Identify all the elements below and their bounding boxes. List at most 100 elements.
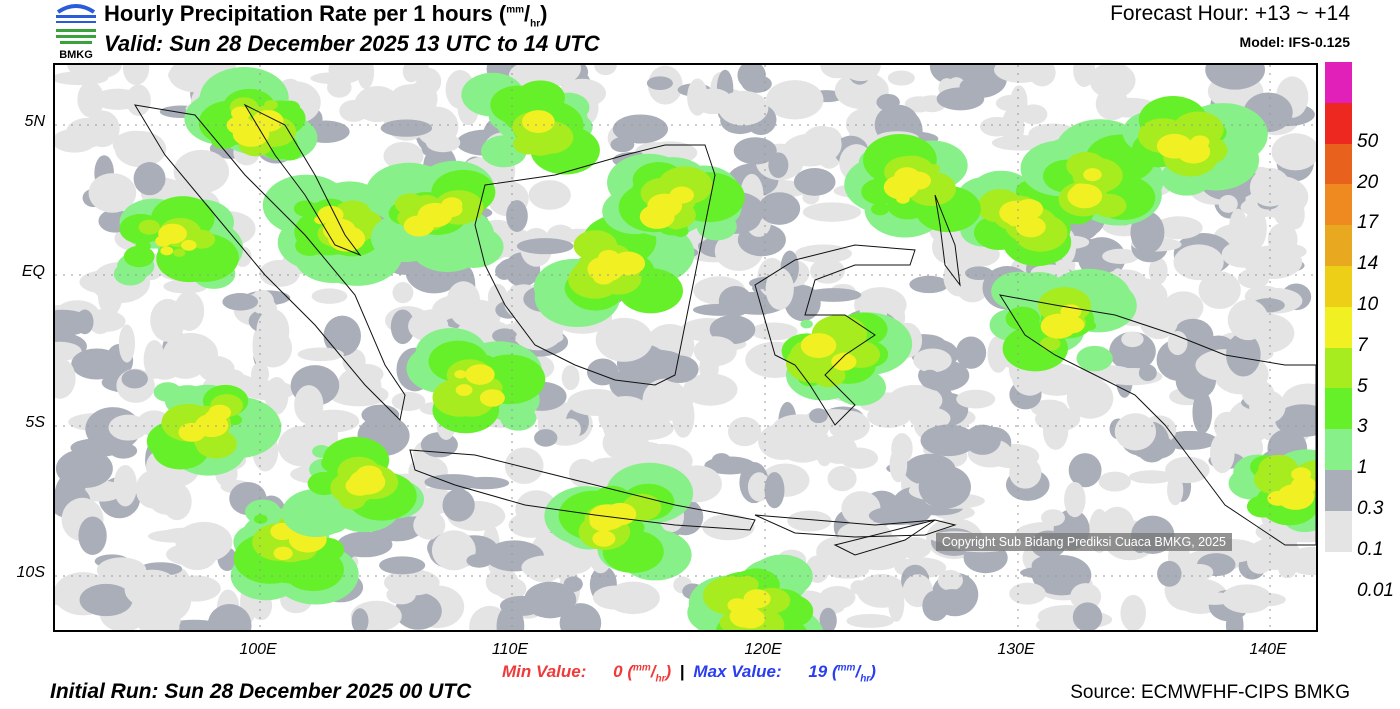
precip-cell bbox=[492, 328, 518, 344]
legend-swatch bbox=[1325, 388, 1352, 430]
precip-cell bbox=[348, 363, 384, 385]
precip-cell bbox=[819, 586, 856, 609]
precip-cell bbox=[295, 235, 325, 256]
bmkg-logo: BMKG bbox=[56, 4, 96, 60]
precip-cell bbox=[194, 413, 229, 438]
legend-swatch bbox=[1325, 62, 1352, 103]
precip-cell bbox=[150, 492, 186, 515]
precip-cell bbox=[937, 569, 963, 591]
precip-cell bbox=[743, 589, 771, 609]
precip-cell bbox=[787, 510, 832, 532]
precip-cell bbox=[314, 215, 327, 225]
precip-cell bbox=[1009, 457, 1042, 489]
coastlines bbox=[134, 103, 1316, 556]
precip-cell bbox=[390, 309, 415, 345]
precip-cell bbox=[506, 200, 528, 232]
precip-cell bbox=[913, 348, 952, 373]
legend-label: 20 bbox=[1357, 171, 1379, 193]
lon-label-130e: 130E bbox=[997, 641, 1035, 658]
legend-swatch bbox=[1325, 347, 1352, 389]
precip-cell bbox=[1019, 104, 1048, 125]
precip-cell bbox=[67, 65, 122, 80]
coast-nusa-tenggara bbox=[754, 514, 957, 538]
precip-cell bbox=[76, 309, 94, 335]
precip-cell bbox=[527, 116, 548, 131]
valid-time: Valid: Sun 28 December 2025 13 UTC to 14… bbox=[104, 31, 600, 56]
precip-cell bbox=[252, 110, 284, 132]
precip-cell bbox=[1226, 332, 1261, 377]
precip-cell bbox=[245, 499, 281, 525]
legend-label: 0.1 bbox=[1357, 538, 1384, 560]
precip-cell bbox=[909, 275, 949, 294]
precip-cell bbox=[384, 569, 440, 596]
precip-cell bbox=[764, 472, 785, 509]
precip-cell bbox=[883, 175, 919, 200]
precip-cell bbox=[133, 162, 166, 196]
precip-cell bbox=[425, 133, 461, 153]
precip-cell bbox=[727, 598, 748, 613]
precip-cell bbox=[311, 288, 348, 304]
precip-cell bbox=[162, 182, 184, 196]
precip-cell bbox=[163, 279, 208, 294]
precip-cell bbox=[1098, 471, 1131, 492]
precip-cell bbox=[800, 333, 837, 358]
coast-timor bbox=[833, 519, 936, 556]
precip-cell bbox=[113, 262, 147, 286]
precip-cell bbox=[1198, 271, 1241, 310]
legend-swatch bbox=[1325, 469, 1352, 511]
precip-cell bbox=[351, 608, 369, 630]
precip-cell bbox=[918, 465, 971, 509]
precip-cell bbox=[403, 215, 435, 237]
precip-cell bbox=[1068, 453, 1102, 488]
precip-cell bbox=[337, 531, 393, 558]
coast-java bbox=[409, 449, 756, 531]
precip-cell bbox=[1185, 563, 1214, 581]
precip-cell bbox=[1010, 85, 1028, 119]
precip-cell bbox=[602, 424, 649, 462]
precip-cell bbox=[143, 340, 165, 379]
precip-cell bbox=[70, 438, 124, 458]
min-max-values: Min Value: 0 (mm/hr) | Max Value: 19 (mm… bbox=[502, 662, 876, 685]
coast-new-guinea bbox=[998, 294, 1316, 546]
precip-cell bbox=[1271, 133, 1316, 171]
precip-cell bbox=[737, 65, 766, 90]
precip-cell bbox=[1070, 583, 1102, 611]
precip-cell bbox=[1205, 65, 1266, 90]
precip-cell bbox=[661, 194, 678, 207]
legend-label: 0.01 bbox=[1357, 579, 1394, 601]
precip-cell bbox=[159, 603, 181, 629]
precip-cell bbox=[1244, 207, 1267, 250]
precip-cell bbox=[273, 546, 293, 561]
min-value: 0 (mm/hr) bbox=[613, 662, 672, 685]
precip-cell bbox=[612, 114, 668, 144]
lon-label-120e: 120E bbox=[744, 641, 782, 658]
model-name: Model: IFS-0.125 bbox=[1239, 34, 1350, 50]
precip-cell bbox=[122, 65, 150, 86]
precip-cell bbox=[1076, 345, 1113, 372]
precip-cell bbox=[495, 262, 514, 280]
precip-cell bbox=[1028, 65, 1056, 87]
precip-cell bbox=[1291, 467, 1312, 482]
precip-cell bbox=[594, 65, 617, 76]
precip-cell bbox=[922, 590, 950, 622]
precip-cell bbox=[361, 404, 400, 426]
precip-cell bbox=[173, 149, 230, 194]
precip-cell bbox=[174, 291, 205, 331]
precip-cell bbox=[1072, 602, 1103, 630]
precip-cell bbox=[795, 244, 852, 263]
precipitation-field bbox=[55, 65, 1316, 630]
precip-cell bbox=[1173, 244, 1224, 281]
precip-cell bbox=[728, 416, 762, 447]
precip-cell bbox=[1031, 555, 1070, 576]
precip-cell bbox=[979, 116, 1015, 137]
precip-cell bbox=[693, 303, 748, 316]
precip-cell bbox=[687, 78, 708, 116]
precip-cell bbox=[521, 555, 569, 580]
min-label: Min Value: bbox=[502, 662, 587, 681]
precip-cell bbox=[904, 96, 933, 113]
precip-cell bbox=[1162, 430, 1218, 450]
precip-cell bbox=[1083, 168, 1102, 182]
precip-cell bbox=[559, 418, 581, 441]
precip-cell bbox=[181, 239, 197, 251]
precip-cell bbox=[77, 81, 105, 118]
